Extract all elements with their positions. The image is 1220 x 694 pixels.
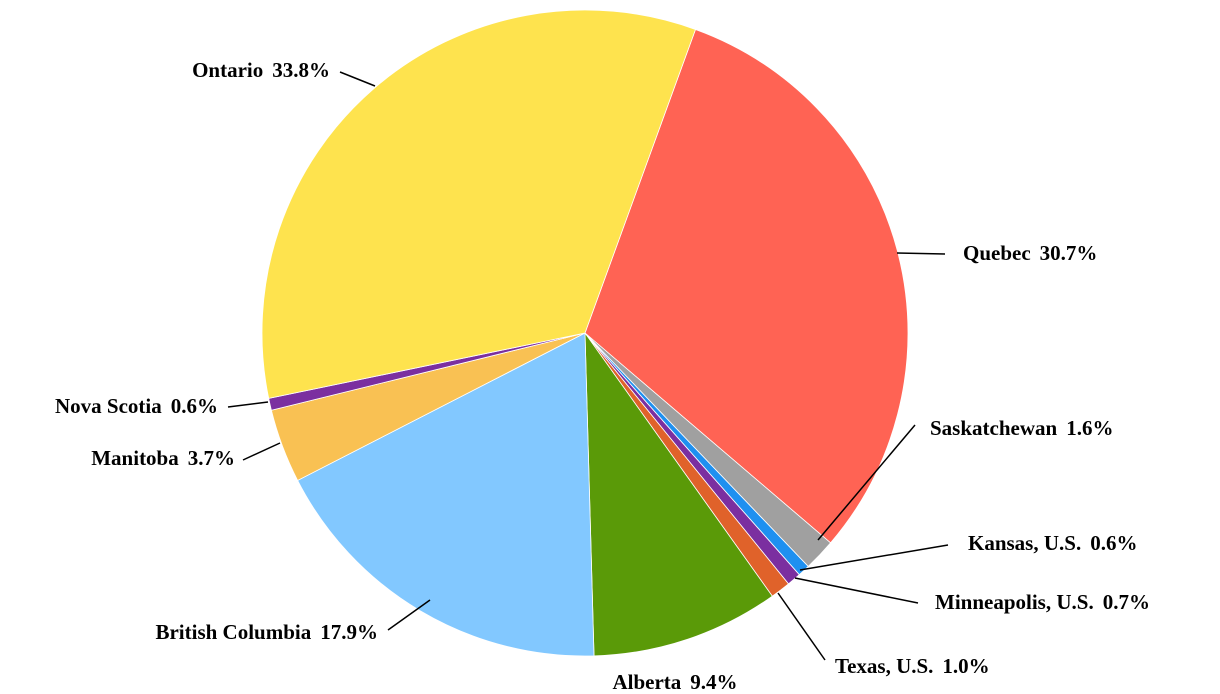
- slice-name: Minneapolis, U.S.: [935, 590, 1094, 614]
- slice-label: Quebec 30.7%: [963, 241, 1097, 265]
- leader-line: [227, 401, 269, 408]
- slice-name: Kansas, U.S.: [968, 531, 1081, 555]
- slice-label: Alberta 9.4%: [612, 670, 737, 694]
- slice-name: British Columbia: [155, 620, 311, 644]
- slice-value: 3.7%: [188, 446, 235, 470]
- leader-line: [817, 424, 916, 541]
- pie-slice: [584, 28, 909, 544]
- slice-label: Manitoba 3.7%: [91, 446, 235, 470]
- slice-value: 1.0%: [942, 654, 989, 678]
- slice-value: 30.7%: [1040, 241, 1098, 265]
- leader-line: [896, 252, 946, 255]
- slice-name: Quebec: [963, 241, 1031, 265]
- slice-name: Nova Scotia: [55, 394, 162, 418]
- leader-line: [387, 599, 431, 631]
- leader-line: [794, 577, 919, 604]
- slice-label: Saskatchewan 1.6%: [930, 416, 1113, 440]
- slice-value: 9.4%: [690, 670, 737, 694]
- slice-value: 0.6%: [1090, 531, 1137, 555]
- slice-name: Manitoba: [91, 446, 179, 470]
- pie-slice: [261, 9, 696, 399]
- leader-line: [339, 71, 376, 87]
- slice-value: 0.6%: [171, 394, 218, 418]
- slice-name: Texas, U.S.: [835, 654, 933, 678]
- slice-label: British Columbia 17.9%: [155, 620, 378, 644]
- slice-value: 1.6%: [1066, 416, 1113, 440]
- slice-label: Ontario 33.8%: [192, 58, 330, 82]
- slice-name: Saskatchewan: [930, 416, 1058, 440]
- leader-line: [799, 544, 949, 571]
- pie-slice: [584, 331, 773, 657]
- slice-value: 17.9%: [320, 620, 378, 644]
- slice-value: 0.7%: [1103, 590, 1150, 614]
- slice-name: Alberta: [612, 670, 681, 694]
- pie-slice: [297, 332, 595, 657]
- slice-label: Nova Scotia 0.6%: [55, 394, 218, 418]
- slice-name: Ontario: [192, 58, 263, 82]
- leader-line: [777, 592, 826, 661]
- slice-label: Kansas, U.S. 0.6%: [968, 531, 1137, 555]
- leader-line: [242, 442, 281, 461]
- slice-label: Texas, U.S. 1.0%: [835, 654, 990, 678]
- slice-label: Minneapolis, U.S. 0.7%: [935, 590, 1150, 614]
- slice-value: 33.8%: [272, 58, 330, 82]
